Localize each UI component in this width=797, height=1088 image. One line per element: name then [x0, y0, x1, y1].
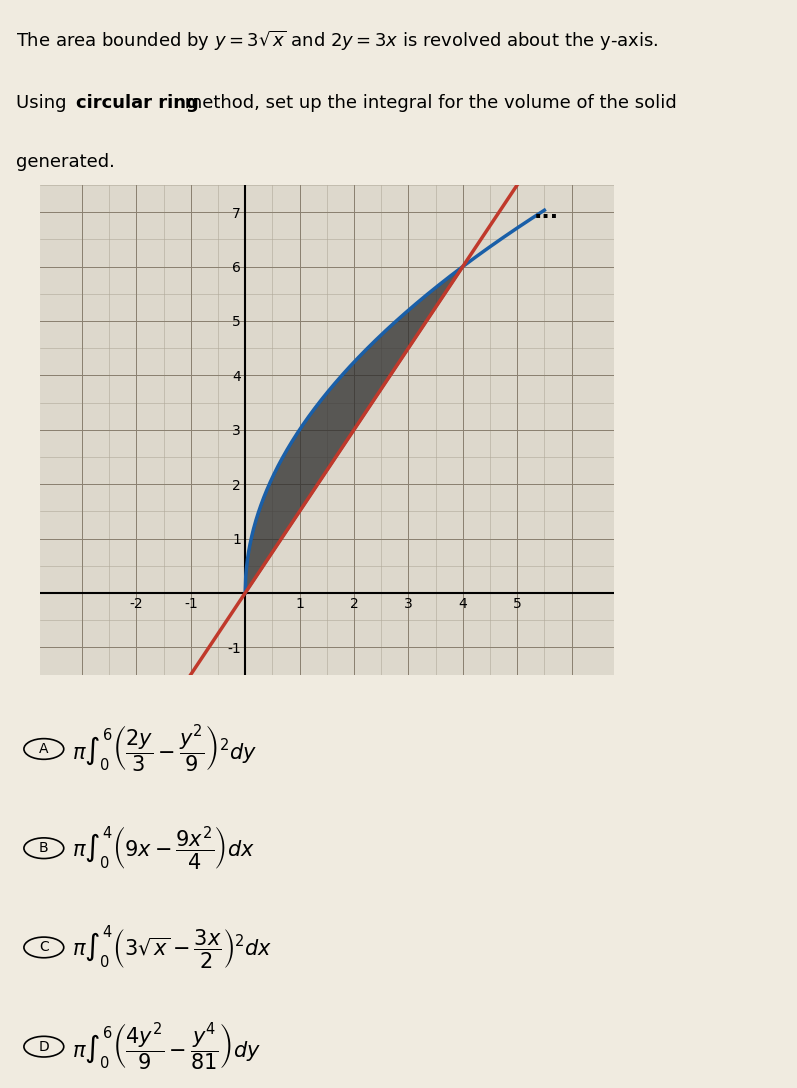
- Text: ...: ...: [533, 202, 559, 222]
- Text: $\pi\int_0^4\left(9x-\dfrac{9x^2}{4}\right)dx$: $\pi\int_0^4\left(9x-\dfrac{9x^2}{4}\rig…: [72, 825, 255, 871]
- Text: D: D: [38, 1040, 49, 1053]
- Text: The area bounded by $y=3\sqrt{x}$ and $2y=3x$ is revolved about the y-axis.: The area bounded by $y=3\sqrt{x}$ and $2…: [16, 29, 658, 53]
- Text: B: B: [39, 841, 49, 855]
- Text: A: A: [39, 742, 49, 756]
- Text: circular ring: circular ring: [76, 94, 198, 112]
- Text: generated.: generated.: [16, 152, 115, 171]
- Text: Using: Using: [16, 94, 73, 112]
- Text: $\pi\int_0^4\left(3\sqrt{x}-\dfrac{3x}{2}\right)^2 dx$: $\pi\int_0^4\left(3\sqrt{x}-\dfrac{3x}{2…: [72, 924, 273, 972]
- Text: $\pi\int_0^6\left(\dfrac{4y^2}{9}-\dfrac{y^4}{81}\right)dy$: $\pi\int_0^6\left(\dfrac{4y^2}{9}-\dfrac…: [72, 1021, 261, 1073]
- Text: method, set up the integral for the volume of the solid: method, set up the integral for the volu…: [179, 94, 677, 112]
- Text: $\pi\int_0^6\left(\dfrac{2y}{3}-\dfrac{y^2}{9}\right)^2 dy$: $\pi\int_0^6\left(\dfrac{2y}{3}-\dfrac{y…: [72, 724, 257, 775]
- Text: C: C: [39, 940, 49, 954]
